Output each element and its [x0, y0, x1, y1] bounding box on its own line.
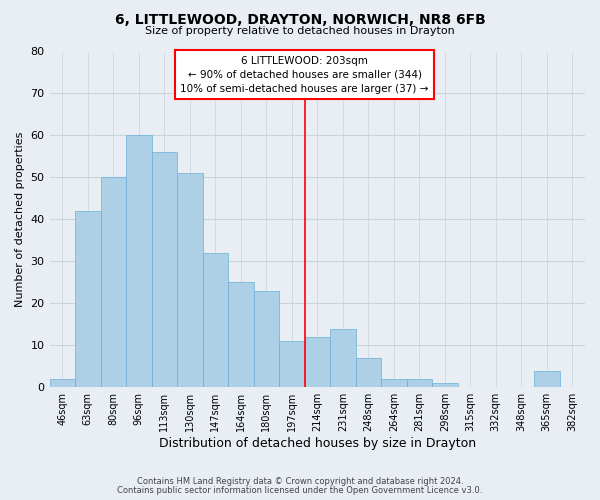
Bar [432, 383, 458, 388]
Bar [177, 173, 203, 388]
Bar [254, 291, 279, 388]
Bar [75, 211, 101, 388]
Bar [381, 379, 407, 388]
Bar [228, 282, 254, 388]
Bar [101, 178, 126, 388]
Bar [126, 136, 152, 388]
X-axis label: Distribution of detached houses by size in Drayton: Distribution of detached houses by size … [159, 437, 476, 450]
Bar [50, 379, 75, 388]
Text: Contains HM Land Registry data © Crown copyright and database right 2024.: Contains HM Land Registry data © Crown c… [137, 477, 463, 486]
Bar [356, 358, 381, 388]
Bar [407, 379, 432, 388]
Bar [305, 337, 330, 388]
Bar [534, 370, 560, 388]
Y-axis label: Number of detached properties: Number of detached properties [15, 132, 25, 307]
Bar [152, 152, 177, 388]
Text: 6 LITTLEWOOD: 203sqm
← 90% of detached houses are smaller (344)
10% of semi-deta: 6 LITTLEWOOD: 203sqm ← 90% of detached h… [181, 56, 429, 94]
Text: Size of property relative to detached houses in Drayton: Size of property relative to detached ho… [145, 26, 455, 36]
Text: Contains public sector information licensed under the Open Government Licence v3: Contains public sector information licen… [118, 486, 482, 495]
Bar [330, 328, 356, 388]
Text: 6, LITTLEWOOD, DRAYTON, NORWICH, NR8 6FB: 6, LITTLEWOOD, DRAYTON, NORWICH, NR8 6FB [115, 12, 485, 26]
Bar [203, 253, 228, 388]
Bar [279, 341, 305, 388]
